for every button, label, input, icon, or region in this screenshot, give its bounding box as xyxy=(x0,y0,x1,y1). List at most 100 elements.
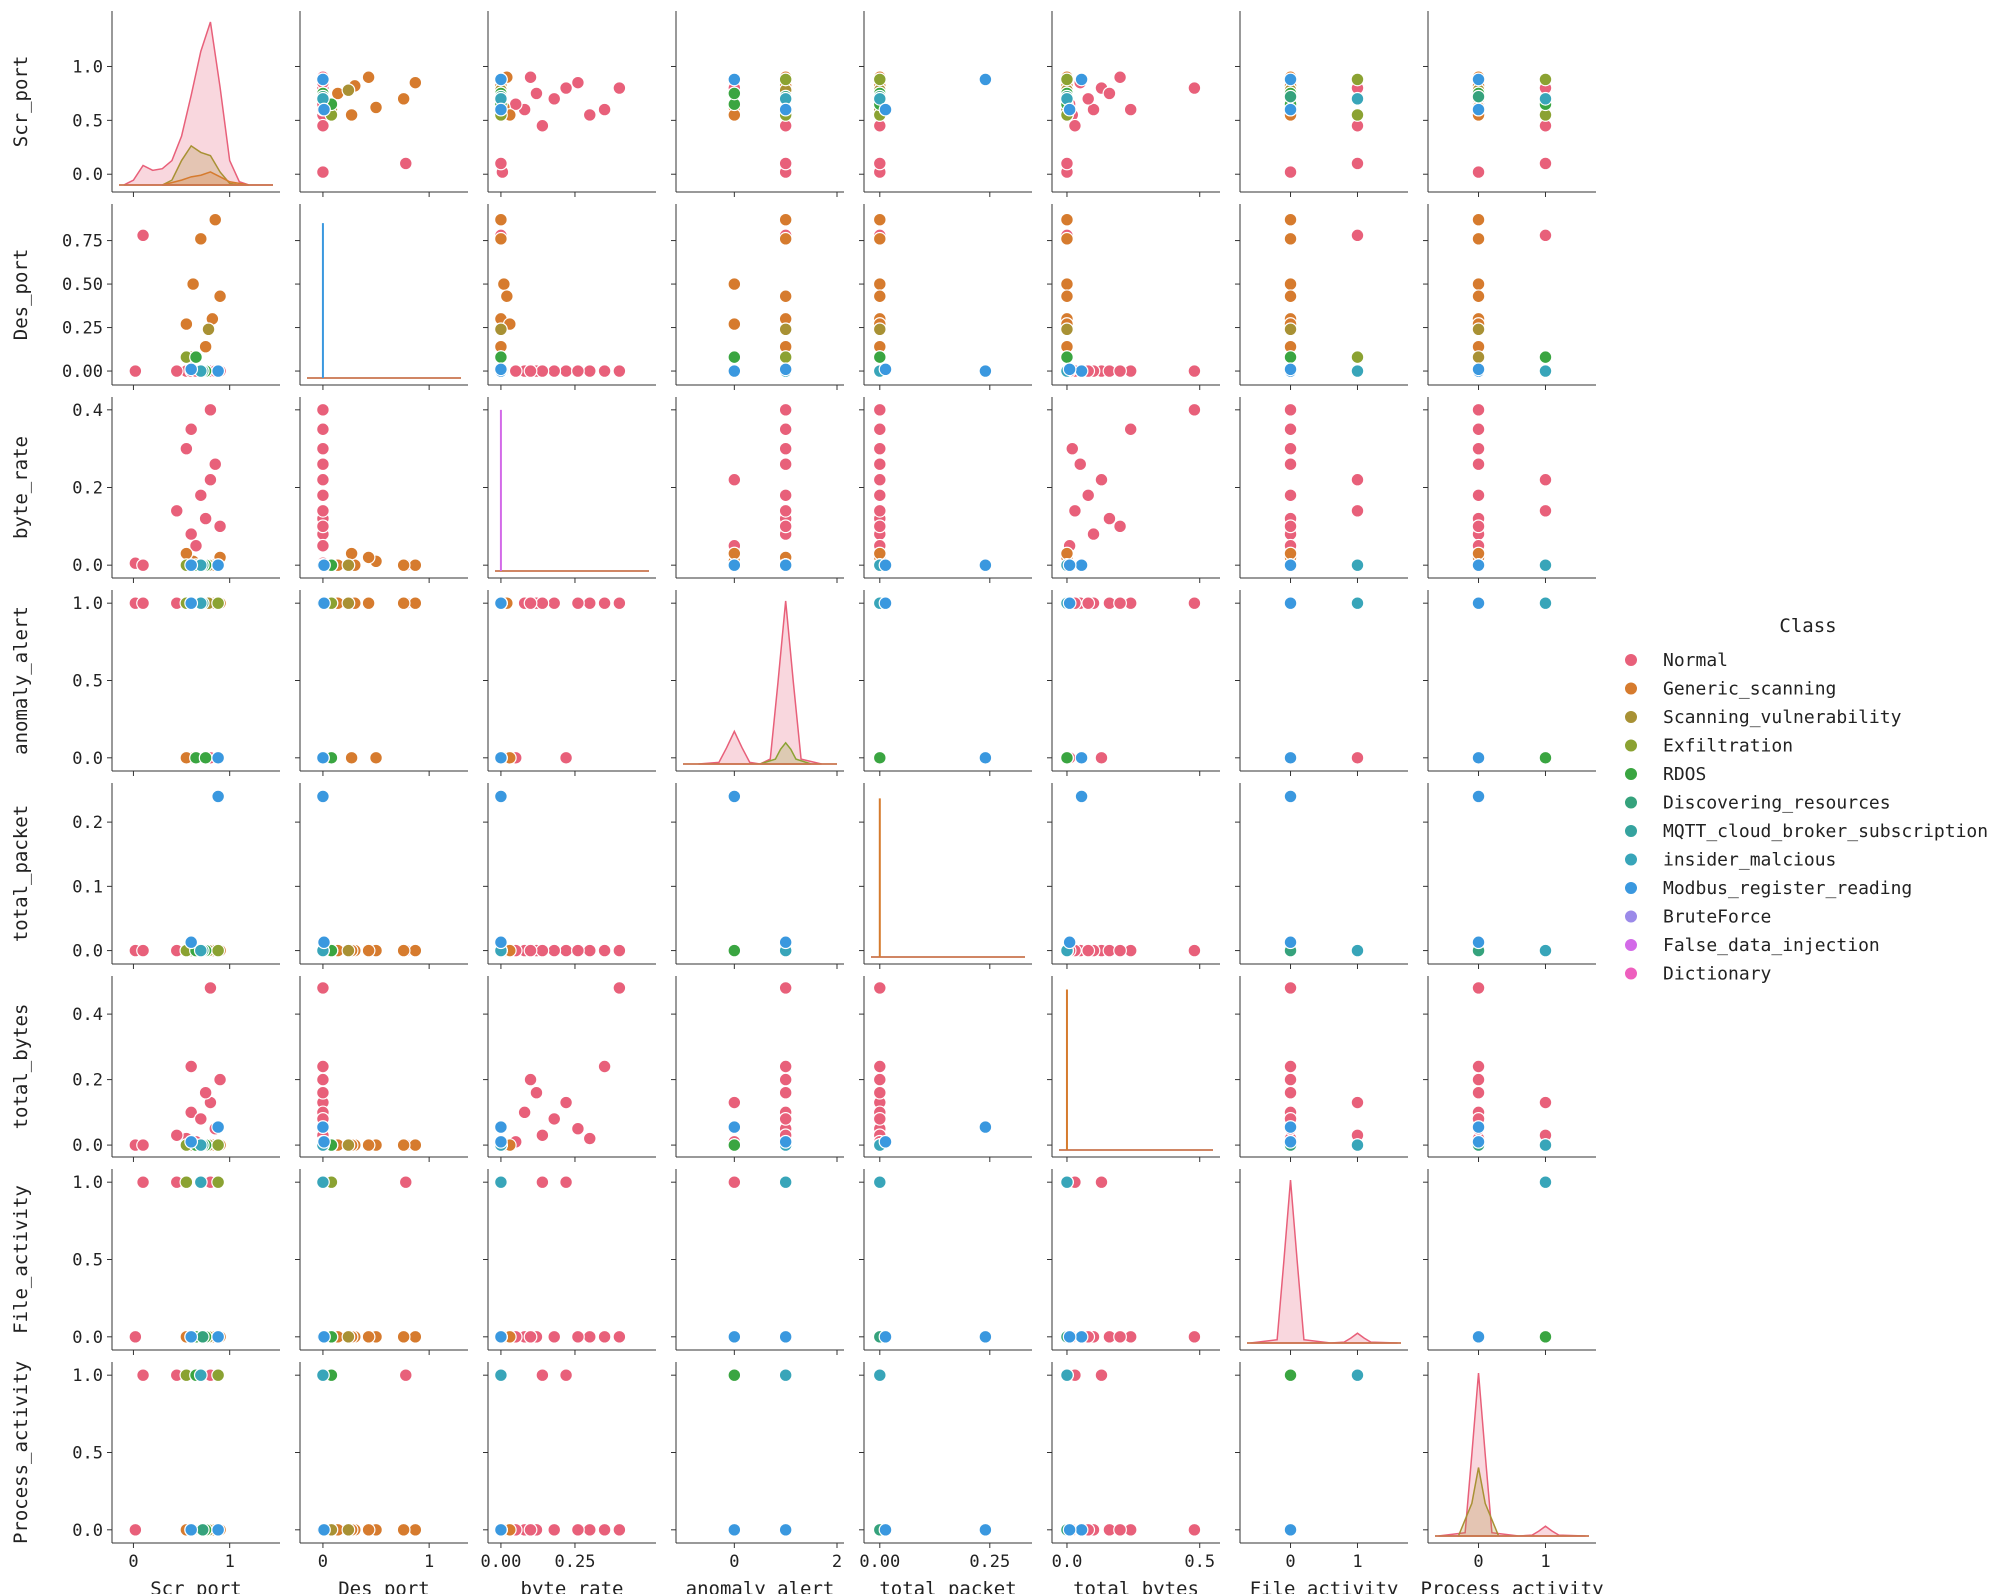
data-point-Normal xyxy=(316,422,330,437)
x-tick-label: 0.00 xyxy=(859,1552,900,1572)
legend-marker-Discovering_resources xyxy=(1624,795,1638,810)
panel-File_activity-vs-anomaly_alert xyxy=(671,1169,844,1355)
panel-Des_port-vs-total_bytes xyxy=(1047,204,1220,390)
data-point-Normal xyxy=(316,441,330,456)
legend-label-Scanning_vulnerability: Scanning_vulnerability xyxy=(1663,707,1902,728)
data-point-Exfiltration xyxy=(1350,350,1365,365)
data-point-Normal xyxy=(169,364,184,378)
data-point-Generic_scanning xyxy=(1283,277,1298,291)
data-point-Normal xyxy=(189,538,203,553)
data-point-Normal xyxy=(727,1095,742,1110)
data-point-Scanning_vulnerability xyxy=(872,322,887,337)
data-point-Normal xyxy=(198,1085,213,1100)
y-axis-title: total_packet xyxy=(10,805,32,942)
panel-Process_activity-vs-total_packet: 0.00 0.25 total_packet xyxy=(859,1362,1032,1594)
data-point-Normal xyxy=(529,86,544,101)
data-point-Generic_scanning xyxy=(727,317,742,331)
data-point-Modbus_register_reading xyxy=(494,935,508,950)
data-point-Normal xyxy=(316,165,330,179)
data-point-Modbus_register_reading xyxy=(494,1134,508,1149)
panel-total_packet-vs-Des_port xyxy=(295,783,468,969)
data-point-Modbus_register_reading xyxy=(1471,596,1486,611)
data-point-Modbus_register_reading xyxy=(317,596,331,611)
data-point-Modbus_register_reading xyxy=(1471,362,1486,377)
data-point-Normal xyxy=(1283,402,1298,417)
data-point-Normal xyxy=(193,488,208,503)
data-point-Modbus_register_reading xyxy=(184,596,199,611)
data-point-Scanning_vulnerability xyxy=(341,596,356,611)
kde-Normal xyxy=(1250,1179,1398,1344)
data-point-Normal xyxy=(1094,472,1109,487)
data-point-Generic_scanning xyxy=(872,231,887,246)
x-axis-title: File_activity xyxy=(1250,1578,1399,1594)
data-point-insider_malcious xyxy=(1538,364,1553,378)
data-point-Generic_scanning xyxy=(369,100,383,115)
panel-File_activity-vs-Scr_port: 0.0 0.5 1.0 File_activity xyxy=(10,1169,280,1355)
data-point-Normal xyxy=(778,1085,793,1100)
data-point-Normal xyxy=(597,943,612,958)
data-point-Scanning_vulnerability xyxy=(494,322,508,337)
data-point-Discovering_resources xyxy=(195,1522,210,1537)
data-point-Normal xyxy=(136,1138,150,1152)
panel-total_packet-vs-total_packet xyxy=(859,783,1032,969)
y-tick-label: 0.0 xyxy=(72,556,103,576)
x-tick-label: 0.25 xyxy=(969,1552,1010,1572)
data-point-Normal xyxy=(1283,457,1298,472)
data-point-Generic_scanning xyxy=(396,91,411,106)
data-point-Normal xyxy=(1068,503,1082,518)
data-point-Normal xyxy=(535,118,550,133)
data-point-insider_malcious xyxy=(1538,1138,1553,1152)
data-point-Exfiltration xyxy=(211,596,226,611)
panel-Scr_port-vs-byte_rate xyxy=(483,11,656,197)
data-point-Normal xyxy=(1283,441,1298,456)
data-point-Normal xyxy=(597,364,612,378)
legend-marker-RDOS xyxy=(1624,767,1638,781)
data-point-Modbus_register_reading xyxy=(211,558,226,573)
panel-File_activity-vs-Des_port xyxy=(295,1169,468,1355)
data-point-Generic_scanning xyxy=(778,212,793,227)
data-point-Modbus_register_reading xyxy=(1471,750,1486,765)
y-tick-label: 0.5 xyxy=(72,111,103,131)
data-point-Normal xyxy=(571,1522,585,1537)
panel-anomaly_alert-vs-total_packet xyxy=(859,590,1032,776)
data-point-insider_malcious xyxy=(778,1175,793,1190)
data-point-Normal xyxy=(547,1522,562,1537)
data-point-Normal xyxy=(1068,118,1082,133)
panel-Des_port-vs-File_activity xyxy=(1235,204,1408,390)
data-point-Normal xyxy=(1283,165,1298,179)
data-point-Modbus_register_reading xyxy=(1471,935,1486,950)
data-point-Normal xyxy=(203,402,218,417)
x-tick-label: 0 xyxy=(1473,1552,1483,1572)
data-point-Normal xyxy=(778,519,793,534)
data-point-Normal xyxy=(1350,1095,1365,1110)
data-point-Modbus_register_reading xyxy=(316,789,330,804)
data-point-Generic_scanning xyxy=(727,277,742,291)
data-point-Generic_scanning xyxy=(361,70,376,85)
x-tick-label: 0 xyxy=(1285,1552,1295,1572)
data-point-Normal xyxy=(778,457,793,472)
data-point-Normal xyxy=(1094,1368,1109,1383)
data-point-Generic_scanning xyxy=(396,1329,411,1344)
data-point-Normal xyxy=(582,108,597,122)
data-point-Normal xyxy=(597,1329,612,1344)
data-point-Generic_scanning xyxy=(872,277,887,291)
data-point-Modbus_register_reading xyxy=(1283,362,1298,377)
x-tick-label: 1 xyxy=(424,1552,434,1572)
data-point-Modbus_register_reading xyxy=(1471,1134,1486,1149)
panel-total_packet-vs-byte_rate xyxy=(483,783,656,969)
data-point-Scanning_vulnerability xyxy=(341,558,356,573)
data-point-Modbus_register_reading xyxy=(878,596,893,611)
y-tick-label: 0.2 xyxy=(72,813,103,833)
data-point-Modbus_register_reading xyxy=(1283,1522,1298,1537)
panel-total_bytes-vs-anomaly_alert xyxy=(671,976,844,1162)
y-tick-label: 0.5 xyxy=(72,672,103,692)
data-point-Modbus_register_reading xyxy=(1283,102,1298,117)
data-point-Modbus_register_reading xyxy=(1062,102,1077,117)
data-point-insider_malcious xyxy=(1538,91,1553,106)
data-point-Generic_scanning xyxy=(179,317,194,331)
data-point-Modbus_register_reading xyxy=(184,935,199,950)
data-point-Generic_scanning xyxy=(408,1138,423,1152)
data-point-Normal xyxy=(1187,81,1202,95)
data-point-Generic_scanning xyxy=(1283,231,1298,246)
data-point-Normal xyxy=(1350,228,1365,243)
